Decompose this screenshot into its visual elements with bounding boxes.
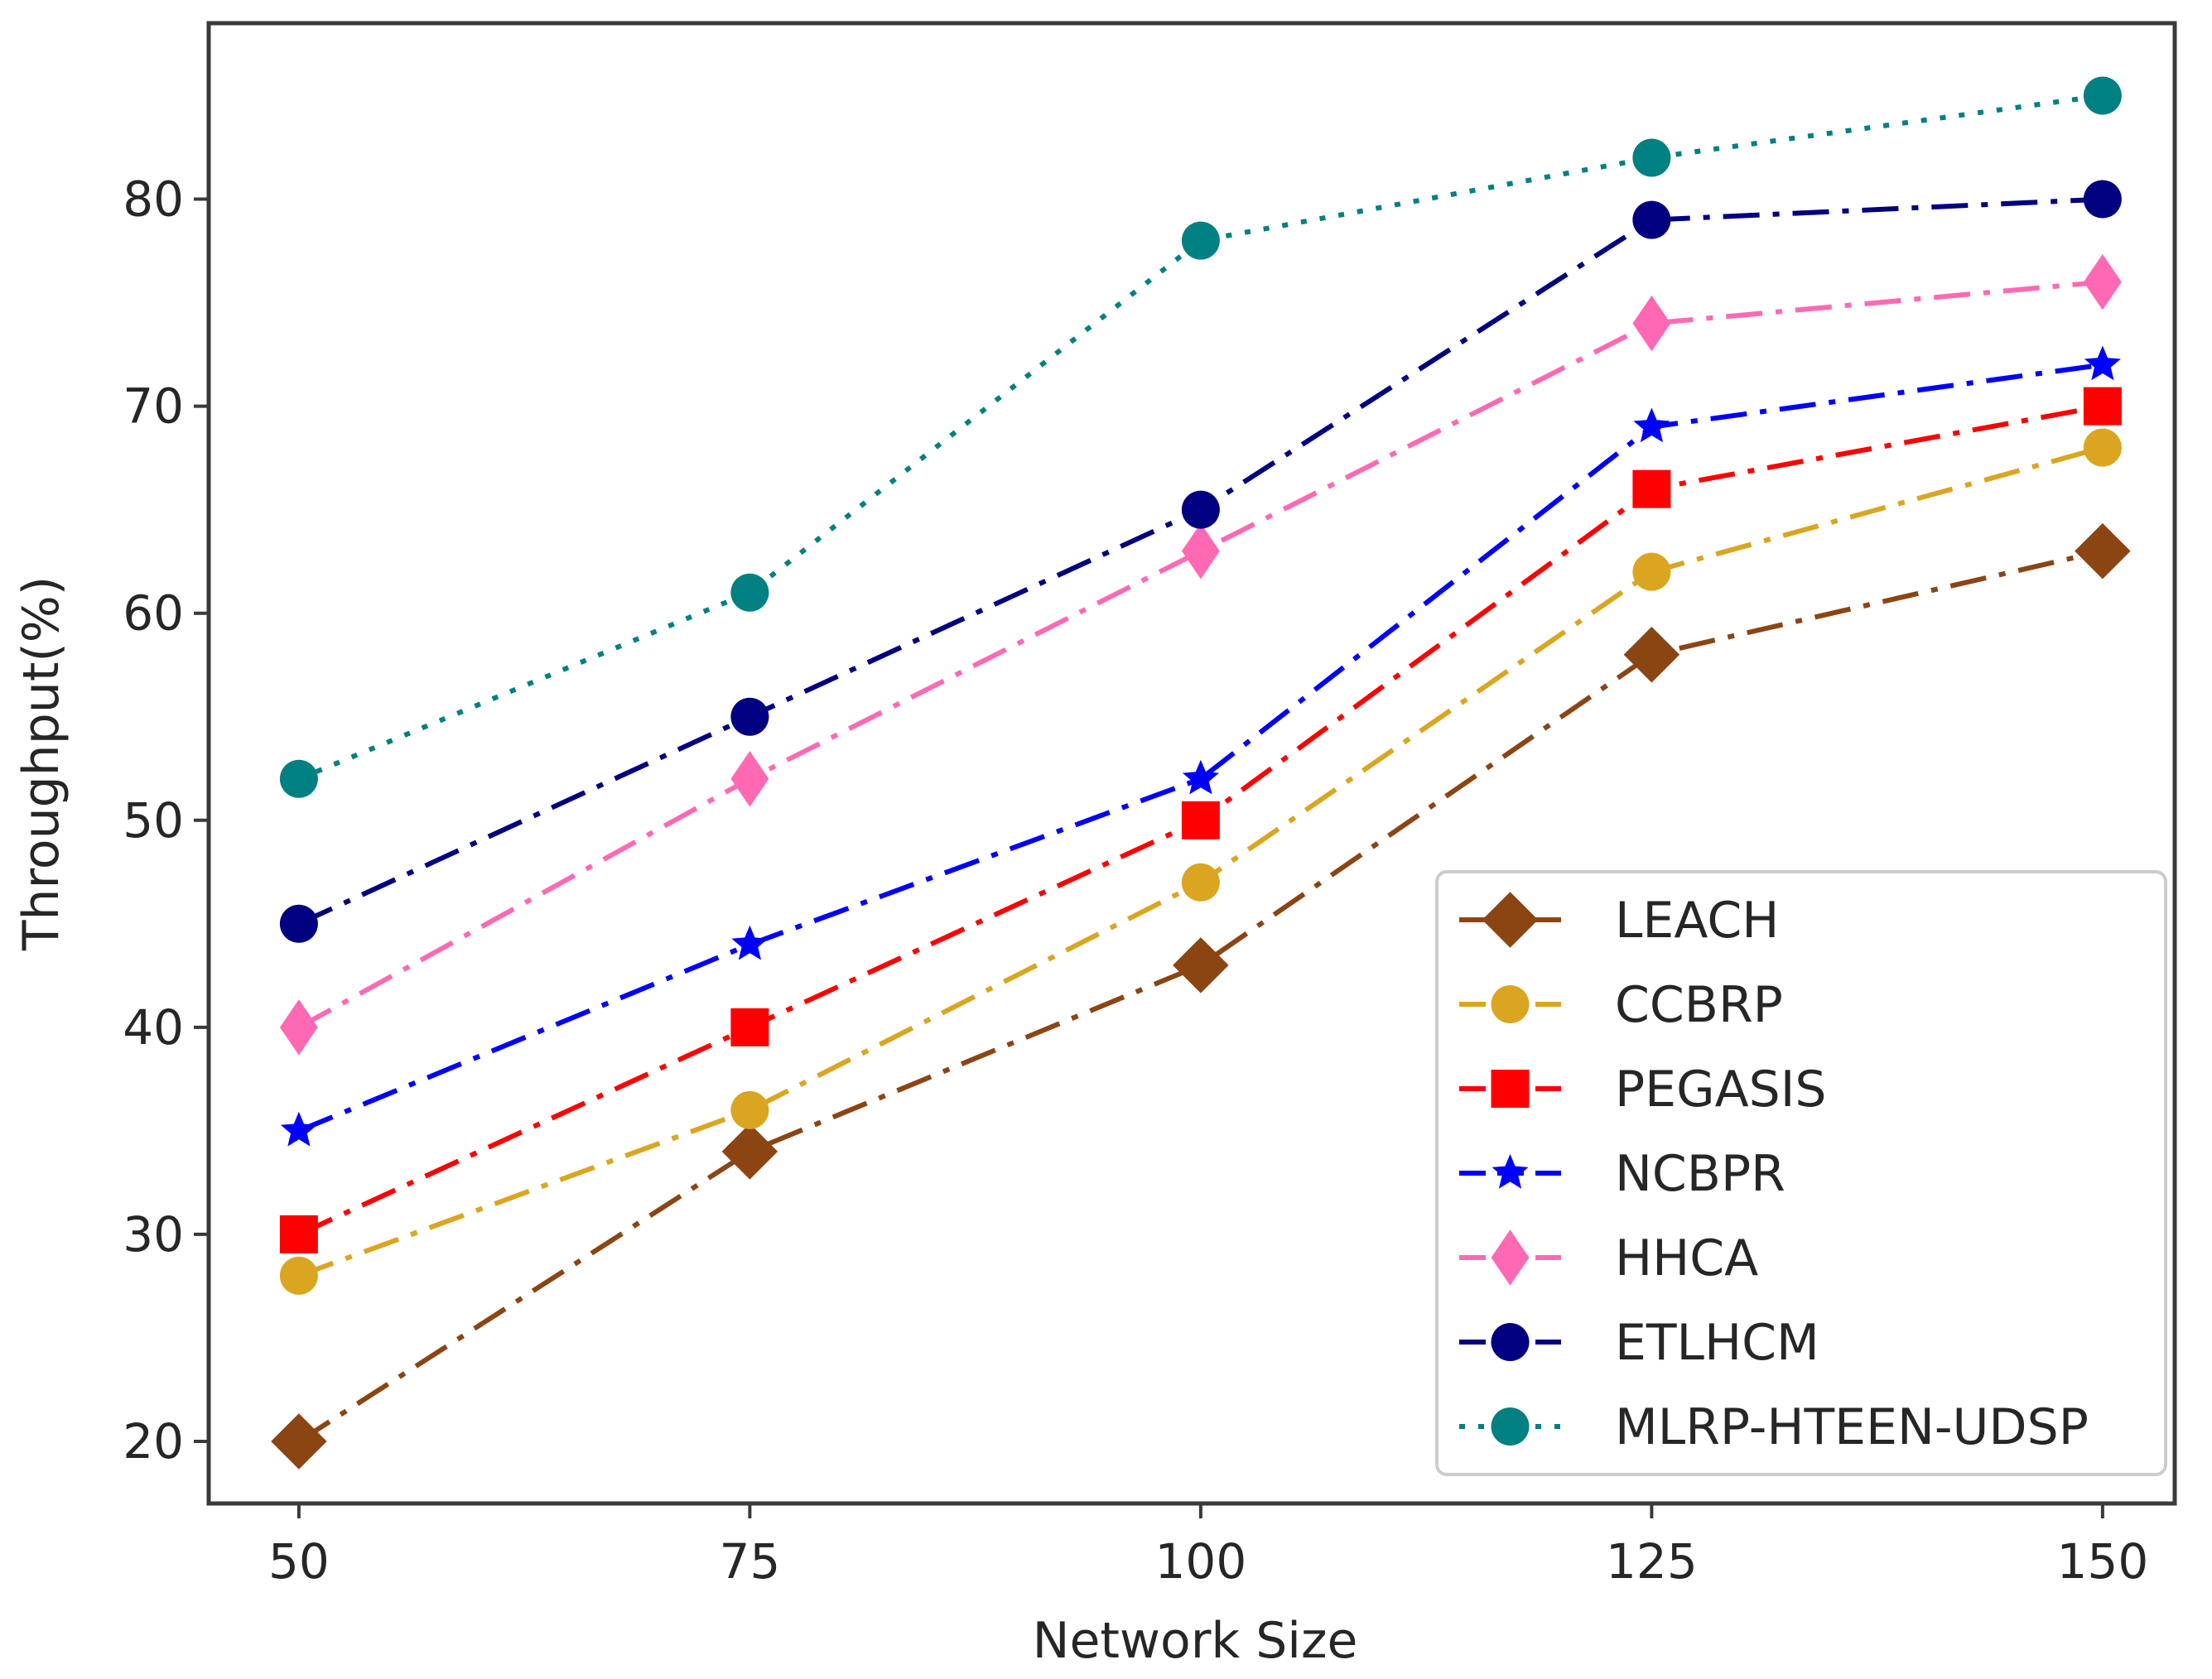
data-point-ncbpr	[280, 1111, 317, 1147]
data-point-pegasis	[1632, 469, 1671, 508]
data-point-leach	[1623, 626, 1680, 683]
legend-item-ccbrp: CCBRP	[1459, 976, 1783, 1034]
legend-marker-ncbpr	[1492, 1153, 1529, 1189]
data-point-ncbpr	[2084, 345, 2121, 381]
data-point-leach	[2075, 522, 2131, 580]
series-etlhcm	[279, 180, 2122, 943]
legend-label-hhca: HHCA	[1615, 1229, 1758, 1287]
legend-label-leach: LEACH	[1615, 892, 1779, 950]
data-point-leach	[1173, 937, 1229, 993]
y-tick-label: 50	[123, 792, 184, 849]
legend-item-pegasis: PEGASIS	[1459, 1061, 1827, 1119]
data-point-ccbrp	[1181, 863, 1220, 902]
legend-item-hhca: HHCA	[1459, 1229, 1758, 1287]
series-ncbpr	[280, 345, 2121, 1147]
data-point-leach	[721, 1123, 778, 1180]
plot-frame	[206, 21, 2177, 1506]
y-tick-label: 40	[123, 999, 184, 1056]
series-ccbrp	[279, 428, 2122, 1295]
data-point-ccbrp	[730, 1090, 769, 1129]
x-tick-label: 75	[719, 1533, 780, 1590]
data-point-pegasis	[2083, 387, 2122, 426]
y-tick-label: 30	[123, 1206, 184, 1263]
legend-item-leach: LEACH	[1459, 892, 1779, 950]
series-line-hhca	[297, 279, 2104, 1030]
legend: LEACH CCBRP PEGASIS NCBPR HHCA ETLHCM MLRP-HTE…	[1435, 870, 2167, 1476]
series-line-mlrp-hteen-udsp	[297, 93, 2104, 782]
data-point-mlrp-hteen-udsp	[1632, 138, 1671, 177]
data-point-hhca	[1181, 522, 1220, 580]
y-axis-title: Throughput(%)	[12, 576, 70, 951]
legend-label-etlhcm: ETLHCM	[1615, 1314, 1819, 1372]
legend-marker-hhca	[1491, 1229, 1530, 1286]
series-hhca	[279, 253, 2122, 1056]
data-point-hhca	[1632, 295, 1671, 352]
data-point-mlrp-hteen-udsp	[1181, 221, 1220, 260]
series-mlrp-hteen-udsp	[279, 76, 2122, 798]
y-tick-label: 20	[123, 1413, 184, 1470]
data-point-ncbpr	[731, 925, 769, 960]
legend-marker-ccbrp	[1491, 985, 1530, 1023]
legend-label-ncbpr: NCBPR	[1615, 1145, 1786, 1203]
data-point-ccbrp	[1632, 552, 1671, 591]
legend-label-mlrp-hteen-udsp: MLRP-HTEEN-UDSP	[1615, 1398, 2089, 1456]
y-tick-label: 60	[123, 585, 184, 642]
series-line-ncbpr	[297, 362, 2104, 1133]
x-tick-label: 125	[1606, 1533, 1698, 1590]
data-point-pegasis	[1181, 801, 1220, 840]
legend-label-pegasis: PEGASIS	[1615, 1061, 1827, 1119]
x-tick-label: 50	[268, 1533, 330, 1590]
ticks-layer: 20 30 40 50 60 70 80 50 75 100 125 150	[123, 171, 2148, 1590]
legend-marker-mlrp-hteen-udsp	[1491, 1407, 1530, 1446]
legend-item-ncbpr: NCBPR	[1459, 1145, 1786, 1203]
legend-marker-pegasis	[1491, 1070, 1530, 1108]
data-point-leach	[271, 1413, 327, 1470]
data-point-etlhcm	[2083, 180, 2122, 219]
series-layer	[271, 76, 2131, 1470]
legend-marker-leach	[1482, 892, 1539, 948]
legend-box	[1435, 870, 2167, 1476]
data-point-mlrp-hteen-udsp	[730, 573, 769, 612]
data-point-ccbrp	[2083, 428, 2122, 467]
data-point-hhca	[2083, 253, 2122, 310]
data-point-etlhcm	[1632, 200, 1671, 239]
data-point-pegasis	[279, 1215, 318, 1253]
x-tick-label: 100	[1155, 1533, 1247, 1590]
data-point-pegasis	[730, 1008, 769, 1046]
series-leach	[271, 522, 2131, 1470]
data-point-ccbrp	[279, 1256, 318, 1295]
y-tick-label: 70	[123, 378, 184, 435]
data-point-mlrp-hteen-udsp	[2083, 76, 2122, 115]
data-point-etlhcm	[730, 697, 769, 736]
data-point-ncbpr	[1182, 759, 1219, 795]
legend-item-mlrp-hteen-udsp: MLRP-HTEEN-UDSP	[1459, 1398, 2089, 1456]
data-point-ncbpr	[1633, 407, 1670, 443]
data-point-hhca	[730, 751, 769, 807]
series-pegasis	[279, 387, 2122, 1253]
data-point-etlhcm	[1181, 490, 1220, 529]
legend-label-ccbrp: CCBRP	[1615, 976, 1783, 1034]
y-tick-label: 80	[123, 171, 184, 228]
data-point-hhca	[279, 999, 318, 1056]
data-point-mlrp-hteen-udsp	[279, 759, 318, 798]
x-tick-label: 150	[2057, 1533, 2149, 1590]
legend-marker-etlhcm	[1491, 1323, 1530, 1361]
legend-item-etlhcm: ETLHCM	[1459, 1314, 1819, 1372]
data-point-etlhcm	[279, 904, 318, 943]
x-axis-title: Network Size	[1033, 1612, 1358, 1670]
